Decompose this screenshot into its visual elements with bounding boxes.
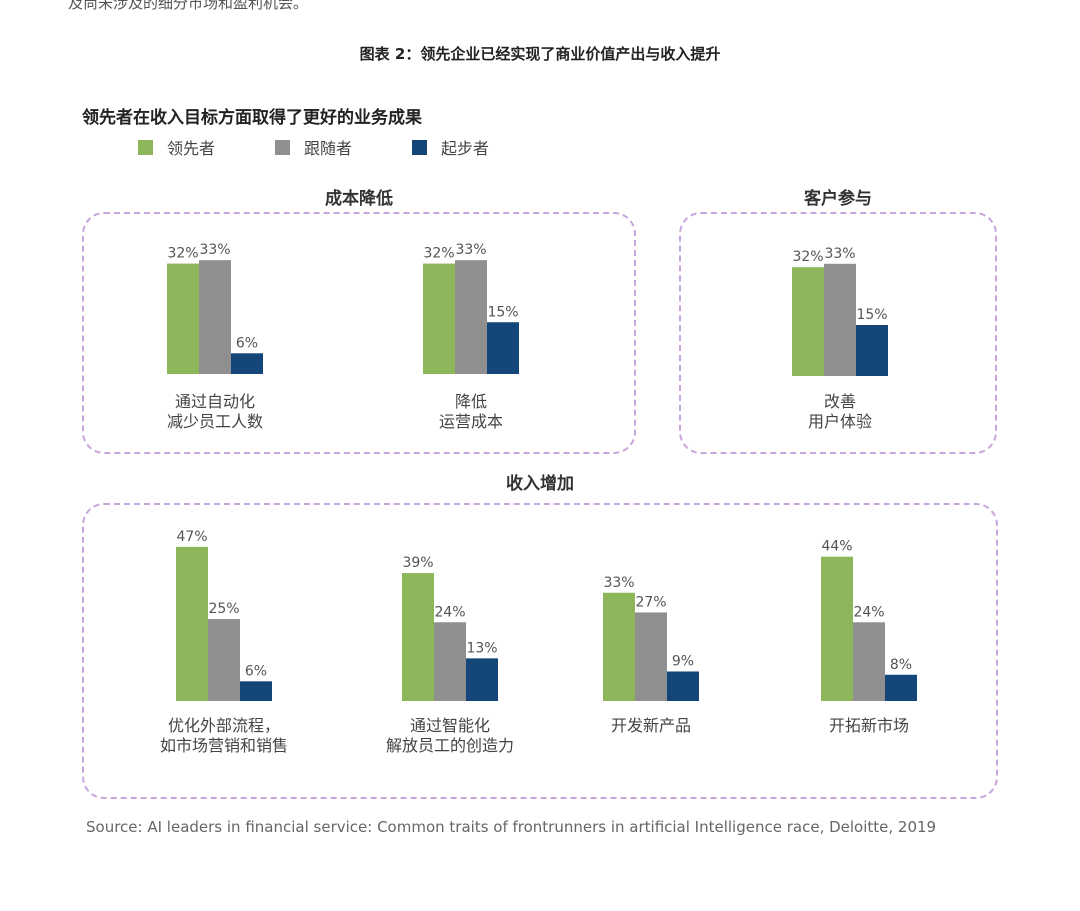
- legend-item-leader: 领先者: [138, 135, 215, 159]
- bar-follower-c0-1: [455, 260, 487, 374]
- bar-starter-c2-2: [667, 671, 699, 701]
- data-label-starter-c0-1: 15%: [487, 304, 518, 320]
- data-label-follower-c1-0: 33%: [824, 246, 855, 262]
- bar-leader-c0-0: [167, 263, 199, 374]
- data-label-leader-c2-1: 39%: [402, 555, 433, 571]
- bar-leader-c2-2: [603, 592, 635, 701]
- category-label-c0-1-line1: 运营成本: [439, 412, 503, 431]
- data-label-follower-c0-0: 33%: [199, 242, 230, 258]
- data-label-leader-c0-0: 32%: [167, 246, 198, 262]
- data-label-follower-c2-1: 24%: [434, 604, 465, 620]
- bar-leader-c2-3: [821, 556, 853, 701]
- legend-item-follower: 跟随者: [275, 135, 352, 159]
- data-label-starter-c0-0: 6%: [236, 335, 258, 351]
- panel-customer: [679, 212, 997, 454]
- category-label-c2-0-line1: 如市场营销和销售: [160, 736, 288, 755]
- bar-leader-c2-0: [176, 546, 208, 701]
- data-label-leader-c2-0: 47%: [176, 529, 207, 545]
- legend-swatch-starter: [412, 139, 428, 155]
- data-label-follower-c2-2: 27%: [635, 594, 666, 610]
- bar-starter-c2-1: [466, 658, 498, 701]
- group-title-customer: 客户参与: [804, 189, 872, 209]
- chart-subtitle: 领先者在收入目标方面取得了更好的业务成果: [82, 108, 422, 128]
- group-title-cost: 成本降低: [325, 189, 393, 209]
- category-label-c2-0-line0: 优化外部流程，: [168, 716, 280, 735]
- legend-label-follower: 跟随者: [304, 139, 353, 158]
- legend-label-leader: 领先者: [167, 139, 216, 158]
- data-label-starter-c2-3: 8%: [890, 657, 912, 673]
- bar-follower-c0-0: [199, 260, 231, 374]
- bar-follower-c2-3: [853, 622, 885, 701]
- bar-starter-c1-0: [856, 325, 888, 376]
- legend-label-starter: 起步者: [441, 139, 490, 158]
- category-label-c2-2-line0: 开发新产品: [611, 716, 691, 735]
- data-label-leader-c1-0: 32%: [792, 249, 823, 265]
- data-label-leader-c0-1: 32%: [423, 246, 454, 262]
- category-label-c2-3-line0: 开拓新市场: [829, 716, 909, 735]
- bar-starter-c0-1: [487, 322, 519, 374]
- category-label-c2-1-line0: 通过智能化: [410, 716, 490, 735]
- category-label-c0-0-line1: 减少员工人数: [167, 412, 263, 431]
- category-label-c0-0-line0: 通过自动化: [175, 392, 255, 411]
- bar-follower-c2-0: [208, 619, 240, 701]
- legend-swatch-leader: [138, 139, 153, 155]
- data-label-follower-c0-1: 33%: [455, 242, 486, 258]
- category-label-c1-0-line1: 用户体验: [808, 412, 872, 431]
- legend: 领先者 跟随者 起步者: [138, 136, 549, 158]
- source-note: Source: AI leaders in financial service:…: [86, 818, 937, 836]
- data-label-follower-c2-3: 24%: [853, 604, 884, 620]
- panel-cost: [82, 212, 636, 454]
- data-label-starter-c2-0: 6%: [245, 663, 267, 679]
- data-label-leader-c2-3: 44%: [821, 539, 852, 555]
- figure-title: 图表 2：领先企业已经实现了商业价值产出与收入提升: [359, 45, 721, 63]
- legend-item-starter: 起步者: [412, 135, 489, 159]
- bar-follower-c2-1: [434, 622, 466, 701]
- category-label-c2-1-line1: 解放员工的创造力: [386, 736, 514, 755]
- bar-starter-c0-0: [231, 353, 263, 374]
- bar-leader-c1-0: [792, 267, 824, 376]
- preceding-paragraph-text: 及尚未涉及的细分市场和盈利机会。: [68, 0, 309, 12]
- legend-swatch-follower: [275, 139, 291, 155]
- data-label-follower-c2-0: 25%: [208, 601, 239, 617]
- bar-follower-c2-2: [635, 612, 667, 701]
- data-label-leader-c2-2: 33%: [603, 575, 634, 591]
- data-label-starter-c2-2: 9%: [672, 653, 694, 669]
- bar-leader-c2-1: [402, 573, 434, 701]
- panel-revenue: [82, 503, 998, 799]
- bar-starter-c2-3: [885, 674, 917, 701]
- category-label-c0-1-line0: 降低: [455, 392, 487, 411]
- data-label-starter-c2-1: 13%: [466, 640, 497, 656]
- category-label-c1-0-line0: 改善: [824, 392, 856, 411]
- data-label-starter-c1-0: 15%: [856, 307, 887, 323]
- group-title-revenue: 收入增加: [506, 474, 574, 494]
- bar-starter-c2-0: [240, 681, 272, 701]
- bar-leader-c0-1: [423, 263, 455, 374]
- bar-follower-c1-0: [824, 263, 856, 376]
